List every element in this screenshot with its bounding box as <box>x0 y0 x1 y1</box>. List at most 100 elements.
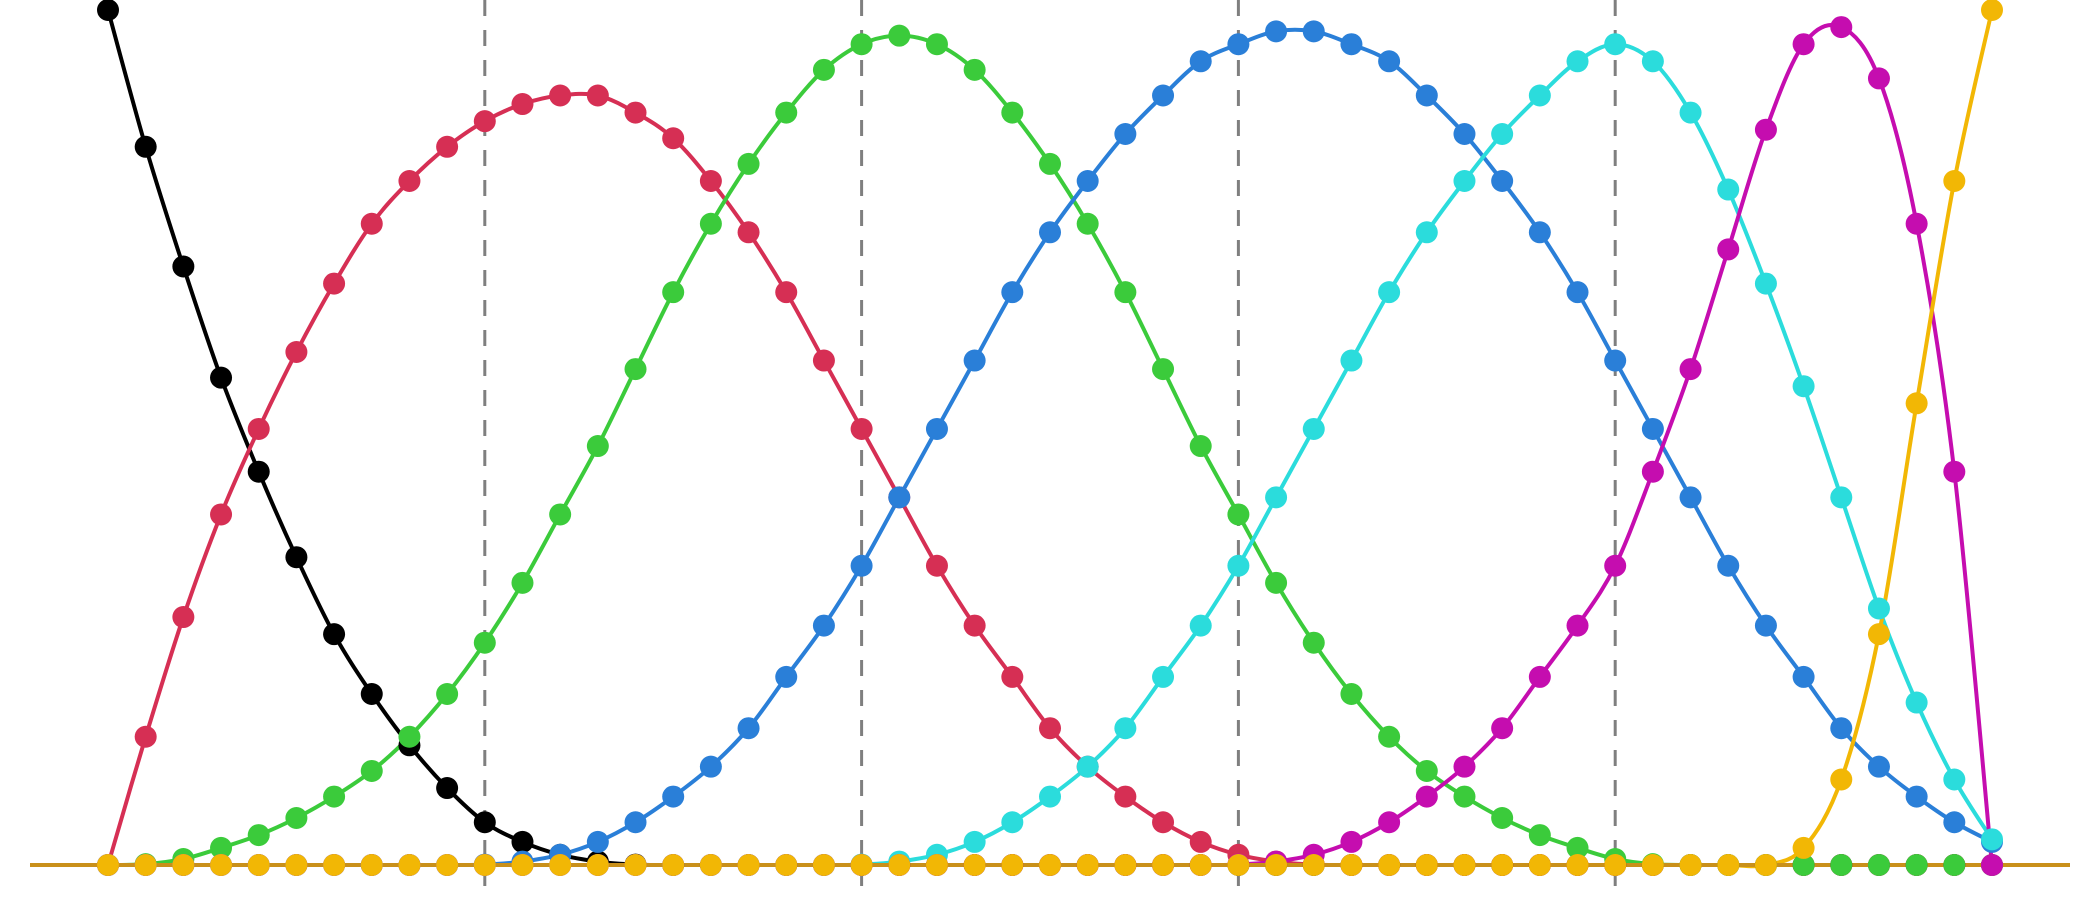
data-point-marker <box>1641 854 1664 876</box>
data-point-marker <box>888 24 911 47</box>
data-point-marker <box>1340 349 1363 372</box>
data-point-marker <box>1604 33 1627 56</box>
data-point-marker <box>662 854 685 876</box>
data-point-marker <box>1302 854 1325 876</box>
data-point-marker <box>1189 614 1212 637</box>
data-point-marker <box>323 854 346 876</box>
data-point-marker <box>511 571 534 594</box>
data-point-marker <box>247 460 270 483</box>
data-point-marker <box>1905 854 1928 876</box>
data-point-marker <box>436 683 459 705</box>
data-point-marker <box>1528 665 1551 688</box>
data-point-marker <box>1566 614 1589 637</box>
data-point-marker <box>624 854 647 876</box>
data-point-marker <box>1641 50 1664 73</box>
data-point-marker <box>1566 50 1589 73</box>
data-point-marker <box>172 854 195 876</box>
data-point-marker <box>1076 170 1099 192</box>
data-point-marker <box>1378 50 1401 73</box>
data-point-marker <box>210 366 233 389</box>
data-point-marker <box>1604 554 1627 577</box>
data-point-marker <box>737 717 760 740</box>
data-point-marker <box>1265 571 1288 594</box>
data-point-marker <box>586 435 609 458</box>
data-point-marker <box>1943 811 1966 834</box>
data-point-marker <box>1943 854 1966 876</box>
data-point-marker <box>360 854 383 876</box>
data-point-marker <box>1378 854 1401 876</box>
data-point-marker <box>1227 33 1250 56</box>
data-point-marker <box>1604 349 1627 372</box>
data-point-marker <box>1905 691 1928 714</box>
data-point-marker <box>699 170 722 192</box>
data-point-marker <box>172 255 195 278</box>
data-point-marker <box>398 170 421 192</box>
data-point-marker <box>1867 854 1890 876</box>
data-point-marker <box>850 554 873 577</box>
data-point-marker <box>850 417 873 440</box>
data-point-marker <box>549 503 572 526</box>
data-point-marker <box>1189 435 1212 458</box>
data-point-marker <box>1302 20 1325 43</box>
data-point-marker <box>1491 170 1514 192</box>
data-point-marker <box>1302 417 1325 440</box>
data-point-marker <box>1039 854 1061 876</box>
data-point-marker <box>812 854 835 876</box>
data-point-marker <box>925 417 948 440</box>
data-point-marker <box>775 281 798 304</box>
data-point-marker <box>1189 50 1212 73</box>
data-point-marker <box>1453 755 1476 778</box>
data-point-marker <box>1152 854 1175 876</box>
data-point-marker <box>963 58 986 81</box>
data-point-marker <box>1528 221 1551 244</box>
data-point-marker <box>1528 824 1551 847</box>
data-point-marker <box>1792 854 1815 876</box>
data-point-marker <box>1792 33 1815 56</box>
data-point-marker <box>436 777 459 800</box>
data-point-marker <box>210 836 233 859</box>
data-point-marker <box>775 101 798 124</box>
data-point-marker <box>473 631 496 654</box>
data-point-marker <box>1867 67 1890 90</box>
data-point-marker <box>1905 212 1928 235</box>
data-point-marker <box>1528 84 1551 107</box>
data-point-marker <box>285 806 308 829</box>
data-point-marker <box>1641 460 1664 483</box>
data-point-marker <box>1039 221 1061 244</box>
data-point-marker <box>1566 281 1589 304</box>
data-point-marker <box>473 811 496 834</box>
data-point-marker <box>925 854 948 876</box>
data-point-marker <box>1943 170 1966 192</box>
data-point-marker <box>888 854 911 876</box>
data-point-marker <box>662 281 685 304</box>
data-point-marker <box>1001 281 1024 304</box>
data-point-marker <box>1152 665 1175 688</box>
knot-line-group <box>483 0 1617 900</box>
data-point-marker <box>662 127 685 150</box>
data-point-marker <box>172 606 195 629</box>
data-point-marker <box>1679 101 1702 124</box>
data-point-marker <box>1227 554 1250 577</box>
data-point-marker <box>1754 854 1777 876</box>
data-point-marker <box>1039 152 1061 175</box>
data-point-marker <box>1528 854 1551 876</box>
data-point-marker <box>699 854 722 876</box>
data-point-marker <box>1943 460 1966 483</box>
data-point-marker <box>1792 375 1815 398</box>
data-point-marker <box>1641 417 1664 440</box>
data-point-marker <box>963 349 986 372</box>
data-point-marker <box>1566 854 1589 876</box>
data-point-marker <box>1867 623 1890 646</box>
data-point-marker <box>1981 854 2003 876</box>
data-point-marker <box>1340 33 1363 56</box>
data-point-marker <box>1039 717 1061 740</box>
data-point-marker <box>963 614 986 637</box>
data-point-marker <box>1114 854 1137 876</box>
data-point-marker <box>1265 854 1288 876</box>
data-point-marker <box>1378 811 1401 834</box>
data-point-marker <box>247 854 270 876</box>
data-point-marker <box>210 854 233 876</box>
data-point-marker <box>1076 212 1099 235</box>
data-point-marker <box>1491 806 1514 829</box>
